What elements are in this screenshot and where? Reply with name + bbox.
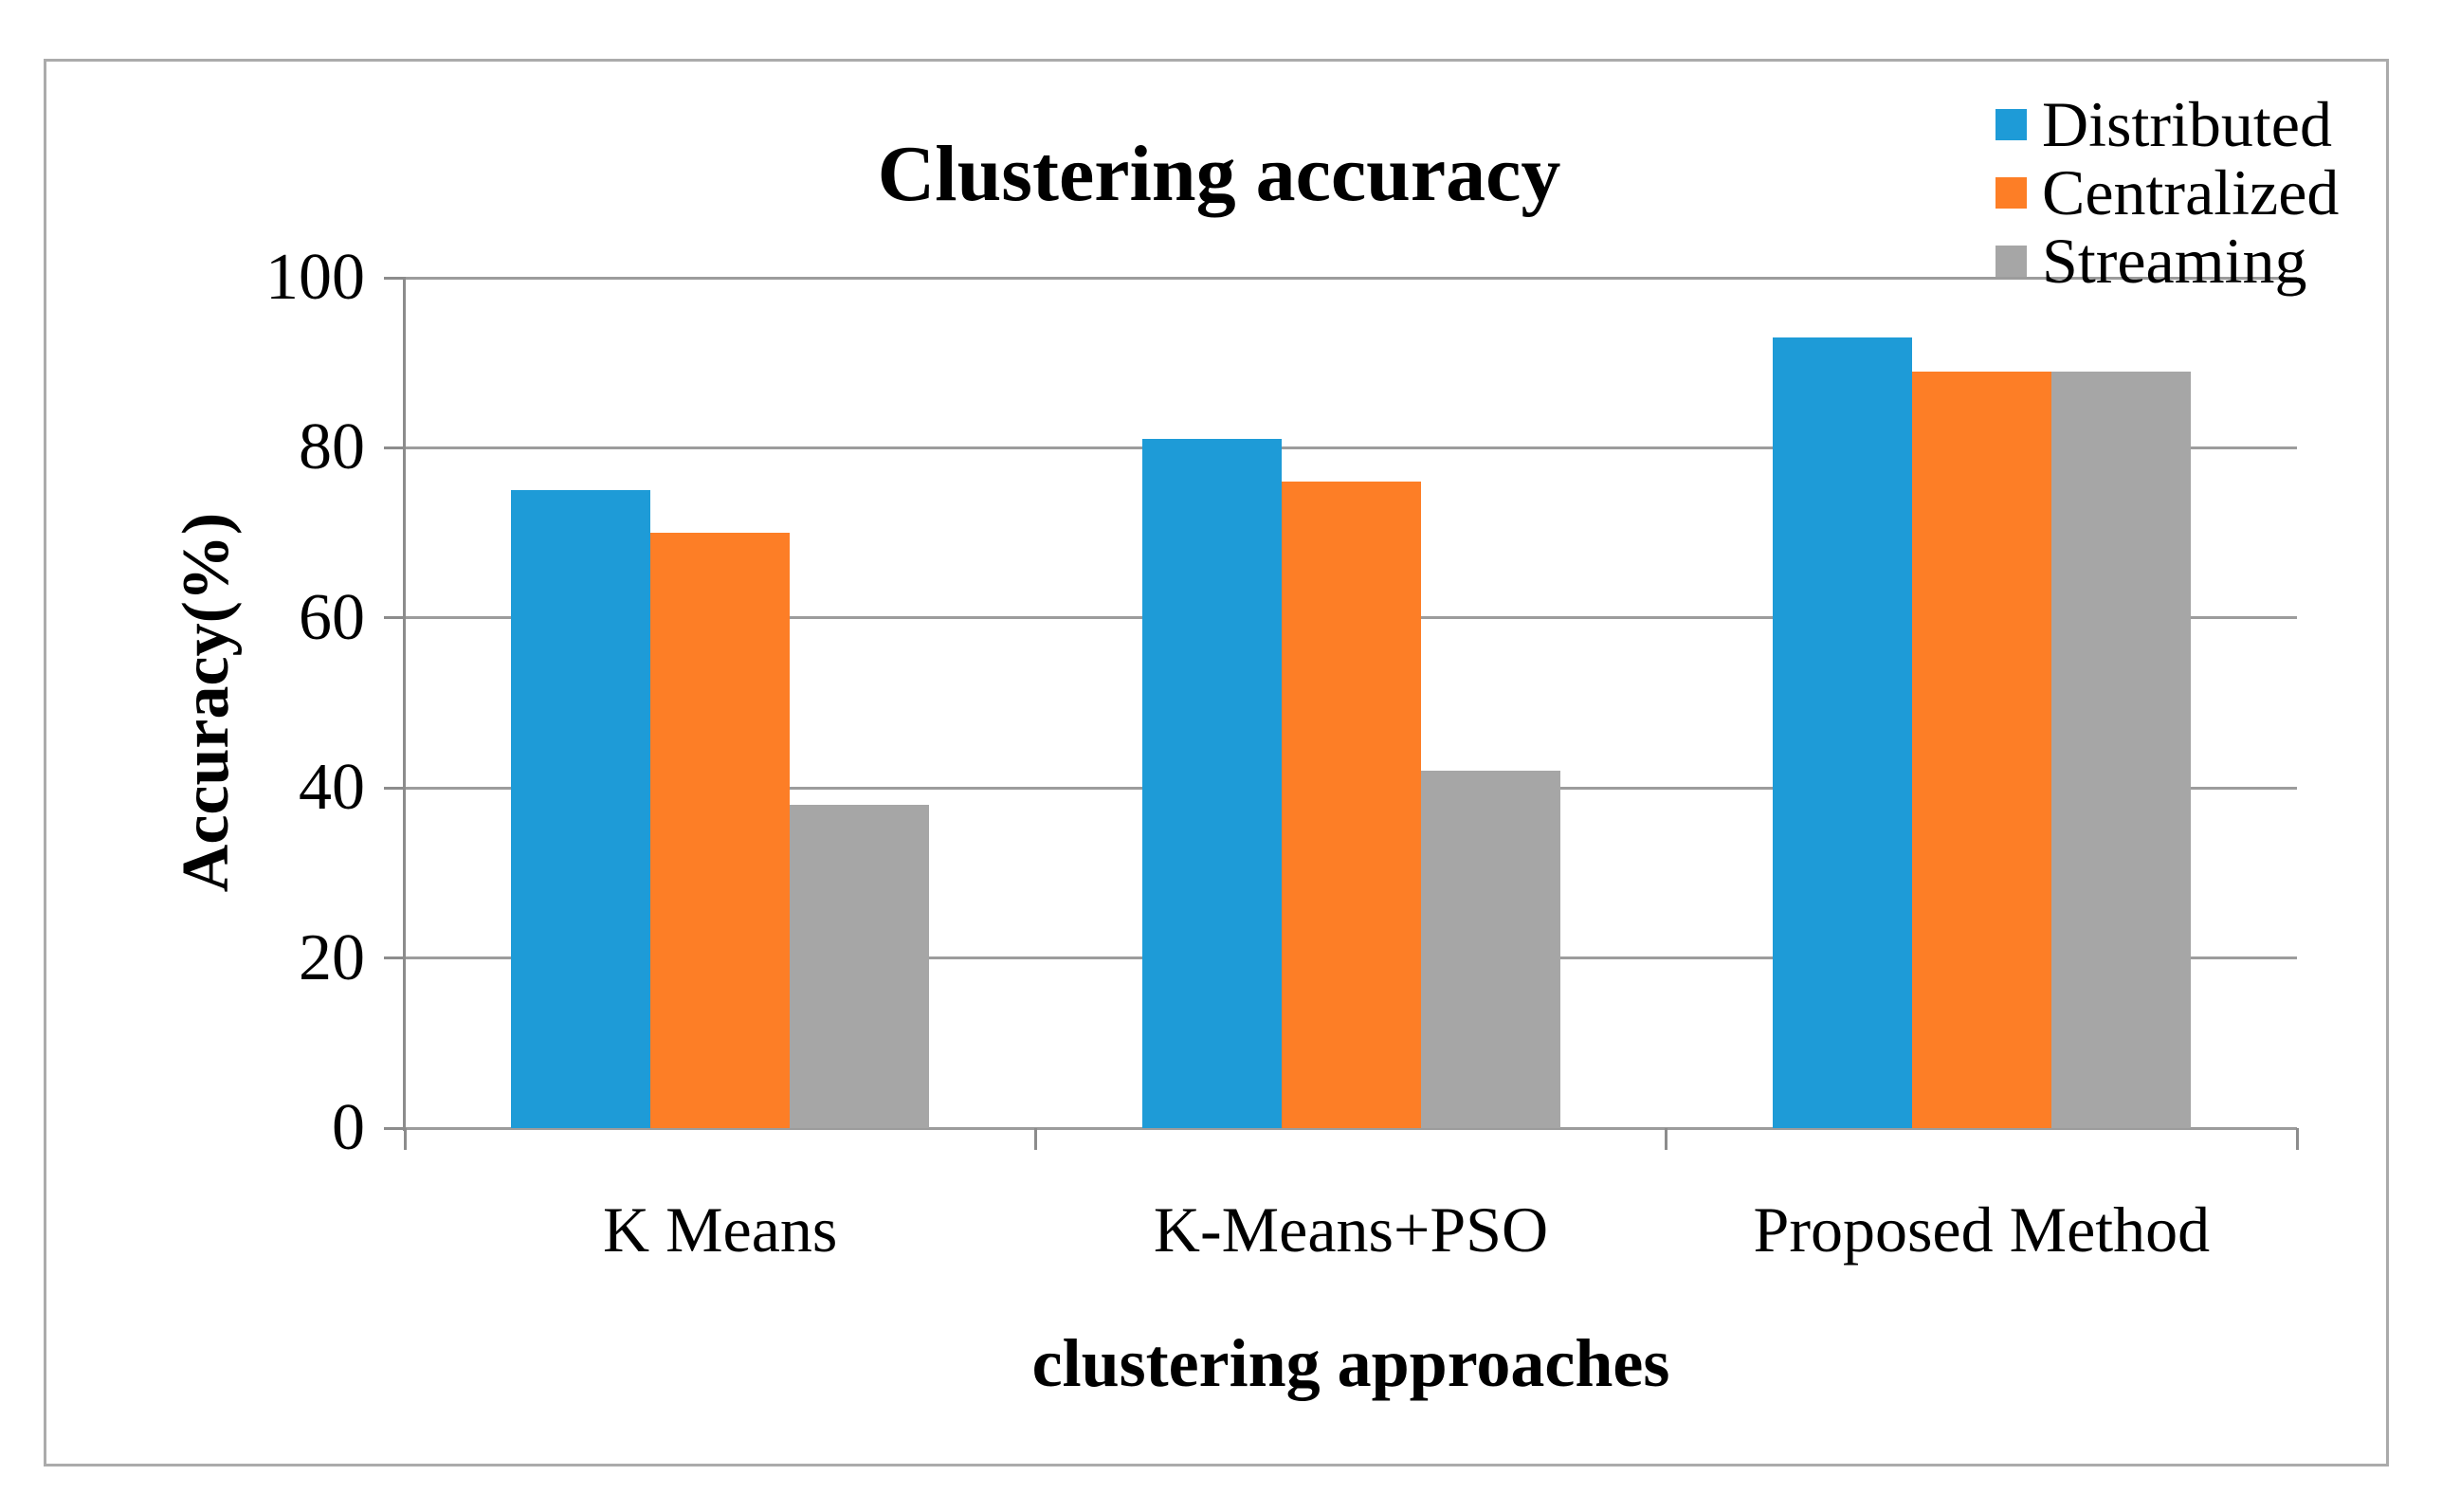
y-axis-line: [403, 277, 406, 1131]
x-axis-tick: [403, 1128, 407, 1150]
y-tick-label: 40: [299, 751, 365, 825]
legend-item: Streaming: [1996, 227, 2339, 295]
y-tick-label: 80: [299, 410, 365, 484]
x-axis-title: clustering approaches: [1031, 1325, 1670, 1401]
gridline: [405, 276, 2297, 280]
legend-label: Distributed: [2042, 88, 2332, 160]
legend-item: Centralized: [1996, 158, 2339, 227]
x-category-label: Proposed Method: [1753, 1193, 2211, 1266]
y-tick: [384, 956, 405, 960]
legend: Distributed Centralized Streaming: [1996, 90, 2339, 295]
y-tick-label: 60: [299, 580, 365, 654]
bar: [1141, 439, 1282, 1128]
bar: [1281, 482, 1421, 1128]
x-axis-tick: [1665, 1128, 1668, 1150]
y-tick: [384, 276, 405, 280]
legend-label: Streaming: [2042, 225, 2307, 297]
legend-swatch: [1996, 245, 2027, 277]
y-axis-title: Accuracy(%): [170, 512, 243, 893]
y-tick: [384, 616, 405, 620]
y-tick: [384, 786, 405, 790]
x-axis-tick: [1033, 1128, 1037, 1150]
y-tick: [384, 1126, 405, 1130]
gridline: [405, 1126, 2297, 1130]
bar: [511, 490, 651, 1128]
bar: [1420, 771, 1560, 1128]
bar: [790, 805, 930, 1128]
bar: [1772, 337, 1912, 1128]
legend-swatch: [1996, 176, 2027, 209]
legend-item: Distributed: [1996, 90, 2339, 158]
y-tick-label: 100: [265, 241, 365, 314]
y-tick-label: 0: [332, 1091, 365, 1164]
gridline: [405, 446, 2297, 449]
legend-label: Centralized: [2042, 156, 2340, 228]
bar: [650, 533, 791, 1128]
bar: [1911, 371, 2051, 1128]
bar: [2050, 371, 2191, 1128]
plot-area: 0 20 40 60 80 100 K Means K-Means+PSO Proposed M…: [265, 245, 2299, 1266]
legend-swatch: [1996, 108, 2027, 140]
x-axis-tick: [2295, 1128, 2299, 1150]
y-tick-label: 20: [299, 920, 365, 994]
chart-title: Clustering accuracy: [877, 130, 1561, 218]
x-category-label: K-Means+PSO: [1153, 1193, 1549, 1266]
y-tick: [384, 446, 405, 449]
x-category-label: K Means: [602, 1193, 838, 1266]
